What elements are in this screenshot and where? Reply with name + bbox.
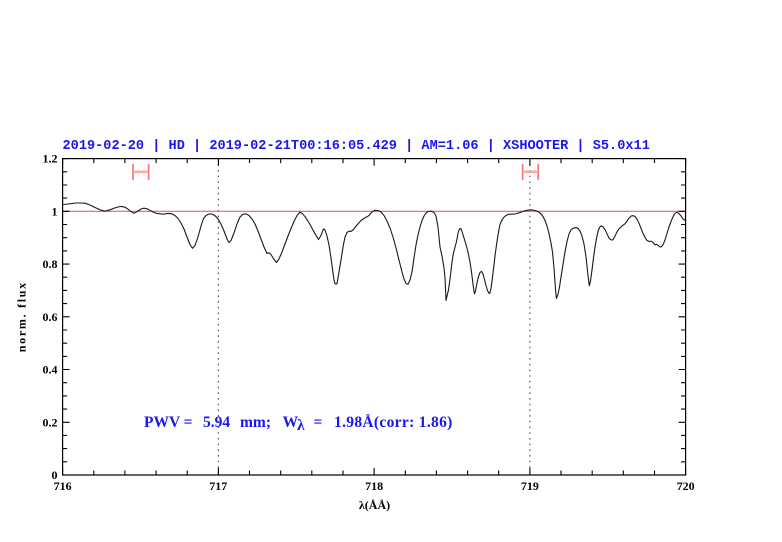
svg-text:mm;: mm;	[240, 414, 271, 431]
svg-text:716: 716	[54, 479, 72, 493]
svg-text:0.8: 0.8	[43, 257, 58, 271]
svg-text:λ: λ	[297, 417, 305, 434]
svg-text:1: 1	[52, 204, 58, 218]
svg-text:PWV: PWV	[144, 414, 181, 431]
svg-text:719: 719	[521, 479, 539, 493]
svg-text:0.6: 0.6	[43, 310, 58, 324]
svg-text:720: 720	[677, 479, 695, 493]
svg-text:2019-02-20 | HD | 2019-02-21T0: 2019-02-20 | HD | 2019-02-21T00:16:05.42…	[63, 139, 650, 154]
svg-text:λ(ÅÅ): λ(ÅÅ)	[359, 498, 390, 512]
svg-text:=: =	[184, 414, 193, 431]
svg-text:5.94: 5.94	[203, 414, 230, 431]
svg-text:717: 717	[209, 479, 227, 493]
svg-text:norm. flux: norm. flux	[15, 281, 29, 352]
svg-text:0: 0	[52, 468, 58, 482]
svg-text:1.98Å(corr: 1.86): 1.98Å(corr: 1.86)	[334, 414, 453, 431]
svg-text:1.2: 1.2	[43, 152, 58, 166]
svg-text:0.2: 0.2	[43, 415, 58, 429]
svg-text:W: W	[283, 414, 299, 431]
svg-text:718: 718	[365, 479, 383, 493]
svg-text:0.4: 0.4	[43, 363, 58, 377]
svg-text:=: =	[314, 414, 323, 431]
